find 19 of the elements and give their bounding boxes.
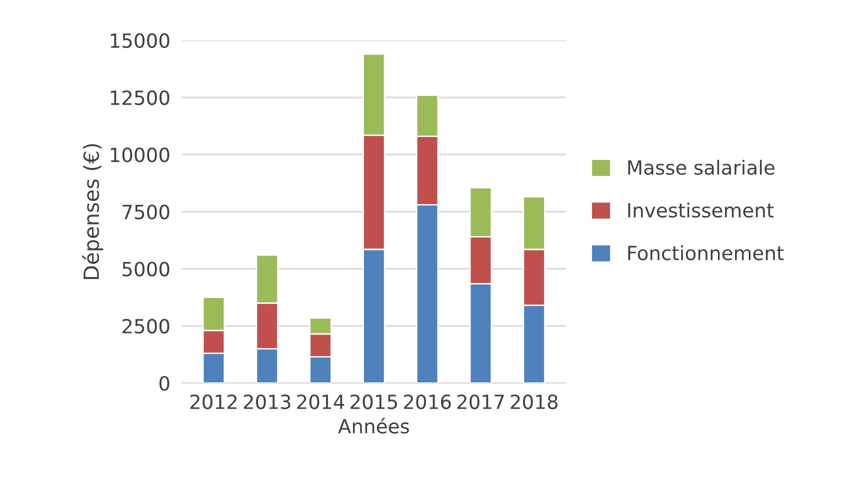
legend-label: Masse salariale bbox=[628, 160, 774, 175]
x-tick-label: 2015 bbox=[350, 394, 397, 410]
x-tick-label: 2016 bbox=[404, 394, 451, 410]
y-tick-label: 2500 bbox=[122, 318, 170, 334]
legend-label: Investissement bbox=[628, 202, 774, 218]
y-axis-title: Dépenses (€) bbox=[82, 144, 104, 280]
x-tick-label: 2013 bbox=[244, 394, 290, 410]
y-tick-label: 5000 bbox=[122, 262, 170, 276]
x-tick-label: 2017 bbox=[457, 394, 504, 410]
x-tick-label: 2012 bbox=[190, 394, 237, 410]
y-tick-label: 15000 bbox=[110, 33, 170, 48]
x-tick-label: 2014 bbox=[297, 394, 344, 410]
x-axis-title: Années bbox=[338, 418, 409, 434]
y-tick-label: 10000 bbox=[110, 148, 170, 162]
legend-label: Fonctionnement bbox=[628, 245, 784, 260]
y-tick-label: 7500 bbox=[122, 204, 170, 220]
y-tick-label: 12500 bbox=[110, 90, 170, 106]
x-tick-label: 2018 bbox=[510, 394, 558, 410]
y-tick-label: 0 bbox=[159, 376, 170, 391]
